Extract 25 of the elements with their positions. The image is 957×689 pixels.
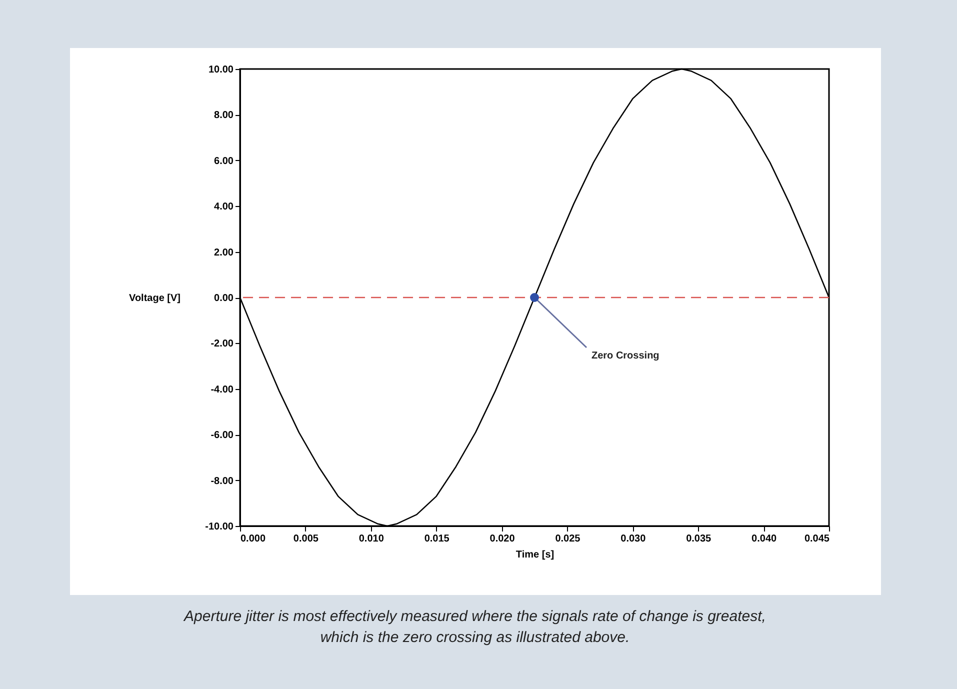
y-tick-label: 8.00 (214, 110, 234, 122)
text: Aperture jitter is most effectively measured where the signals rate of change is greatest, which is the zero crossing as illustrated above. (182, 607, 767, 648)
x-tick-label: 0.025 (555, 534, 581, 544)
x-tick-label: 0.005 (293, 534, 319, 544)
annotation: Zero Crossing (592, 350, 660, 362)
y-tick-label: 6.00 (214, 156, 234, 167)
x-tick-label: 0.015 (424, 534, 450, 544)
y-tick-label: -4.00 (210, 384, 234, 396)
y-tick-label: -2.00 (210, 338, 234, 350)
x-tick-label: 0.040 (752, 534, 778, 544)
y-tick-label: 0.00 (214, 293, 234, 304)
x-tick-label: 0.020 (490, 534, 516, 544)
y-tick-label: 4.00 (214, 202, 234, 213)
y-axis-title: Voltage [V] (129, 293, 180, 304)
x-tick-label: 0.035 (686, 534, 712, 544)
y-tick-label: 2.00 (214, 247, 234, 258)
y-tick-label: -10.00 (205, 522, 234, 532)
x-tick-label: 0.045 (804, 534, 830, 544)
x-tick-label: 0.030 (620, 534, 646, 544)
x-tick-label: 0.010 (358, 534, 384, 544)
y-tick-label: -8.00 (210, 476, 234, 487)
x-axis-title: Time [s] (516, 550, 554, 560)
y-tick-label: 10.00 (208, 64, 234, 76)
x-tick-label: 0.000 (240, 534, 266, 544)
y-tick-label: -6.00 (210, 430, 234, 442)
